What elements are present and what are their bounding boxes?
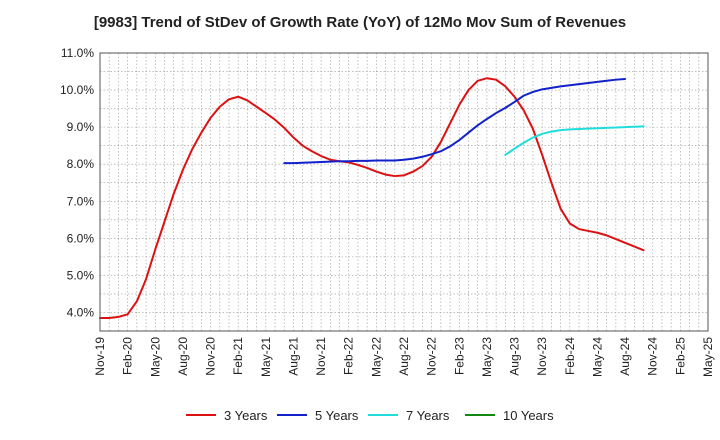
series-line-7-years (504, 125, 645, 156)
x-tick-label: May-24 (590, 337, 604, 377)
grid-layer (100, 53, 708, 331)
x-tick-label: Nov-19 (93, 337, 107, 376)
x-tick-label: Nov-20 (204, 337, 218, 376)
legend-label-7-years: 7 Years (406, 408, 450, 423)
y-tick-label: 4.0% (67, 305, 95, 319)
legend-layer: 3 Years 5 Years 7 Years 10 Years (186, 408, 554, 423)
series-layer (99, 77, 645, 320)
x-tick-label: Feb-23 (452, 337, 466, 375)
series-line-5-years (283, 77, 627, 165)
x-tick-label: Nov-22 (425, 337, 439, 376)
plot-area-frame (99, 52, 709, 332)
legend-label-5-years: 5 Years (315, 408, 359, 423)
x-tick-label: Aug-21 (286, 337, 300, 376)
legend-label-10-years: 10 Years (503, 408, 554, 423)
x-tick-label: May-21 (259, 337, 273, 377)
x-tick-label: May-22 (369, 337, 383, 377)
plot-area-background (100, 53, 708, 331)
x-tick-label: Aug-20 (176, 337, 190, 376)
y-tick-label: 10.0% (60, 83, 94, 97)
series-line-3-years (99, 77, 645, 320)
y-tick-label: 6.0% (67, 231, 95, 245)
x-tick-label: Feb-25 (673, 337, 687, 375)
x-tick-label: Feb-22 (342, 337, 356, 375)
x-tick-label: May-20 (148, 337, 162, 377)
x-tick-label: May-25 (701, 337, 715, 377)
x-tick-label: Aug-24 (618, 337, 632, 376)
x-tick-label: Feb-20 (121, 337, 135, 375)
chart-title: [9983] Trend of StDev of Growth Rate (Yo… (93, 14, 627, 31)
x-tick-label: Aug-22 (397, 337, 411, 376)
y-tick-label: 7.0% (67, 194, 95, 208)
x-tick-label: May-23 (480, 337, 494, 377)
y-tick-label: 11.0% (61, 46, 94, 60)
x-tick-label: Nov-24 (646, 337, 660, 376)
y-tick-label: 9.0% (67, 120, 95, 134)
x-tick-label: Nov-21 (314, 337, 328, 376)
x-tick-label: Nov-23 (535, 337, 549, 376)
x-tick-label: Feb-21 (231, 337, 245, 375)
axis-layer: 4.0% 5.0% 6.0% 7.0% 8.0% 9.0% 10.0% 11.0% Nov-19… (60, 46, 715, 377)
x-tick-label: Aug-23 (508, 337, 522, 376)
legend-label-3-years: 3 Years (224, 408, 268, 423)
y-tick-label: 5.0% (67, 268, 95, 282)
y-tick-label: 8.0% (67, 157, 95, 171)
x-tick-label: Feb-24 (563, 337, 577, 375)
